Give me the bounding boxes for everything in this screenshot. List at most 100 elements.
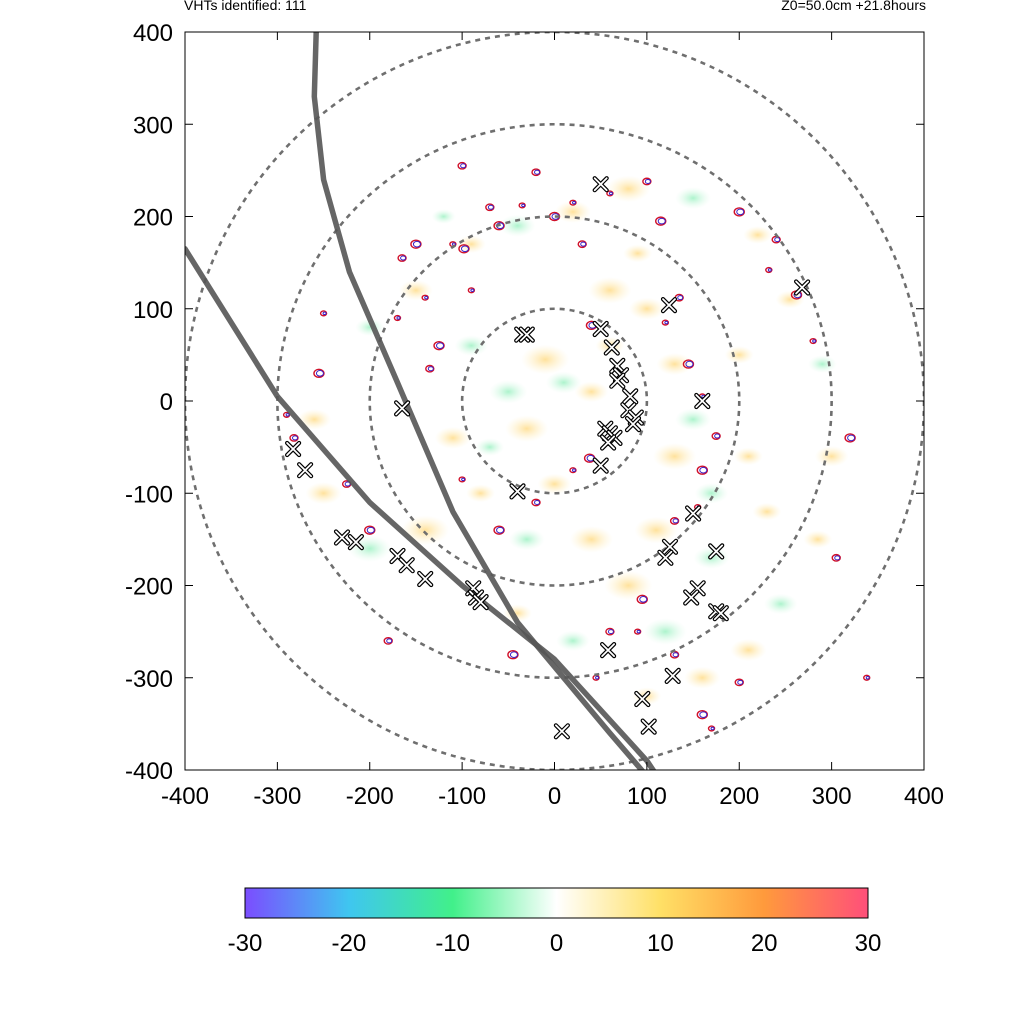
vht-marker xyxy=(297,462,314,479)
vortex-contour-inner xyxy=(509,651,518,658)
field-blob xyxy=(623,244,653,263)
vht-marker xyxy=(661,538,679,555)
vortex-contour-inner xyxy=(285,413,290,417)
vortex-contour-inner xyxy=(580,241,587,247)
vht-marker xyxy=(664,667,681,685)
vht-marker xyxy=(333,529,351,546)
x-tick-label: 300 xyxy=(812,783,852,810)
vortex-contour-inner xyxy=(714,433,721,439)
field-blob xyxy=(521,344,570,375)
vortex-contour-inner xyxy=(847,434,856,442)
vht-marker xyxy=(622,388,639,405)
vortex-contour-inner xyxy=(657,217,666,225)
vht-marker xyxy=(609,357,626,374)
vortex-contour-inner xyxy=(767,268,772,272)
x-tick-label: -400 xyxy=(161,783,209,810)
field-blob xyxy=(456,235,486,254)
vortex-contour-inner xyxy=(460,245,469,253)
x-tick-label: -200 xyxy=(346,783,394,810)
vortex-contour-inner xyxy=(427,366,434,372)
vht-marker xyxy=(694,392,711,410)
vortex-contour-inner xyxy=(386,638,393,644)
field-blob xyxy=(588,277,632,304)
vht-marker xyxy=(660,297,678,314)
vortex-contour-inner xyxy=(699,466,708,474)
vorticity-field-layer xyxy=(297,175,849,706)
track-line-1 xyxy=(311,32,646,770)
field-blob xyxy=(807,355,837,373)
field-blob xyxy=(606,175,651,203)
field-blob xyxy=(545,371,582,394)
field-blob xyxy=(814,446,849,467)
y-tick-label: -200 xyxy=(125,574,173,601)
vortex-contour-inner xyxy=(322,311,327,316)
vortex-contour-inner xyxy=(436,342,445,349)
x-tick-label: -100 xyxy=(438,783,486,810)
vortex-contour-inner xyxy=(608,191,613,196)
field-blob xyxy=(556,630,590,652)
y-tick-label: -300 xyxy=(125,666,173,693)
vht-marker xyxy=(793,279,811,296)
vht-markers-layer xyxy=(285,176,811,740)
track-lines-layer xyxy=(185,32,657,770)
vht-marker xyxy=(624,416,642,433)
y-tick-label: 100 xyxy=(133,297,173,324)
vht-count-label: VHTs identified: 111 xyxy=(184,0,307,13)
range-ring-100 xyxy=(460,307,649,495)
vht-marker xyxy=(472,593,489,611)
vht-marker xyxy=(509,483,526,500)
vortex-contour-inner xyxy=(664,320,669,325)
vht-marker xyxy=(609,372,626,389)
field-blob xyxy=(431,209,456,224)
field-blob xyxy=(569,526,614,553)
vht-marker xyxy=(599,641,617,659)
vortex-contour-inner xyxy=(315,370,324,377)
vht-marker xyxy=(285,440,302,458)
field-blob xyxy=(752,502,782,521)
vht-marker xyxy=(712,605,729,622)
vortex-contour-inner xyxy=(571,468,576,472)
axes-layer: -400 -300 -200 -100 0 100 200 300 400 400 300 200 10… xyxy=(125,20,944,810)
vht-marker xyxy=(640,718,657,735)
level-time-label: Z0=50.0cm +21.8hours xyxy=(781,0,926,13)
vortex-contour-inner xyxy=(639,596,648,603)
colorbar: -30 -20 -10 0 10 20 30 xyxy=(228,887,881,957)
field-blob xyxy=(724,346,754,364)
vortex-contour-inner xyxy=(571,200,576,205)
vortex-contour-inner xyxy=(487,204,494,210)
vortex-contour-inner xyxy=(470,288,475,292)
x-tick-label: 100 xyxy=(627,783,667,810)
x-tick-label: -300 xyxy=(253,783,301,810)
field-blob xyxy=(466,484,496,503)
vht-marker xyxy=(592,176,609,193)
vortex-contour-inner xyxy=(672,518,679,524)
track-line-2 xyxy=(185,246,657,770)
colorbar-tick-label: 0 xyxy=(550,930,563,957)
range-rings-layer xyxy=(185,32,924,770)
vortex-contour-inner xyxy=(496,526,505,534)
vht-marker xyxy=(592,320,609,338)
vortex-contour-inner xyxy=(672,652,679,658)
field-blob xyxy=(628,297,665,320)
vortex-contour-inner xyxy=(677,295,684,301)
colorbar-tick-label: 10 xyxy=(647,930,674,957)
y-tick-label: -400 xyxy=(125,758,173,785)
vortex-contour-inner xyxy=(710,726,715,731)
field-blob xyxy=(505,415,549,442)
field-blob xyxy=(684,666,721,689)
vortex-contour-inner xyxy=(521,203,526,208)
field-blob xyxy=(475,438,505,456)
y-tick-label: -100 xyxy=(125,481,173,508)
vortex-contour-inner xyxy=(736,208,745,216)
vortex-contour-inner xyxy=(607,629,614,635)
vortex-contour-inner xyxy=(534,499,541,505)
vortex-contour-inner xyxy=(812,339,817,343)
vortex-contour-inner xyxy=(460,163,467,169)
field-blob xyxy=(604,570,653,601)
field-blob xyxy=(454,335,489,356)
x-tick-label: 400 xyxy=(904,783,944,810)
field-blob xyxy=(652,443,697,470)
field-blob xyxy=(675,408,712,431)
field-blob xyxy=(297,409,332,430)
